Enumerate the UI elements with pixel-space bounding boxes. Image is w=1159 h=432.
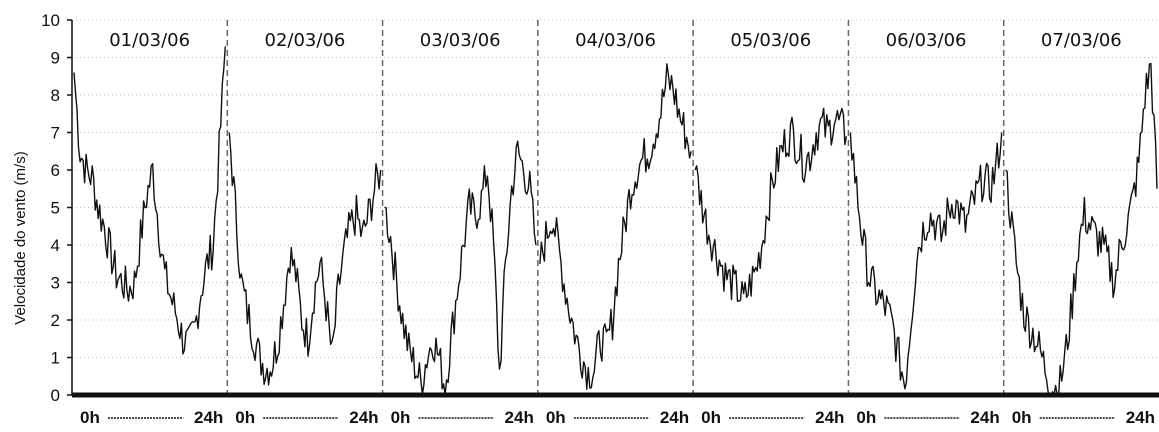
x-label-end-4: 24h — [660, 408, 689, 427]
x-label-start-7: 0h — [1012, 408, 1032, 427]
series-lines — [73, 46, 1158, 396]
y-tick-label-0: 0 — [51, 386, 60, 405]
axes — [67, 19, 1159, 398]
series-line-day-6 — [849, 132, 1003, 390]
series-line-day-1 — [73, 46, 226, 355]
x-label-start-2: 0h — [235, 408, 255, 427]
y-tick-label-9: 9 — [51, 49, 60, 68]
series-line-day-3 — [384, 140, 537, 396]
series-line-day-2 — [228, 132, 382, 386]
y-tick-label-6: 6 — [51, 161, 60, 180]
x-label-end-5: 24h — [815, 408, 844, 427]
y-tick-label-5: 5 — [51, 199, 60, 218]
x-label-end-3: 24h — [505, 408, 534, 427]
day-label-2: 02/03/06 — [265, 30, 346, 51]
x-label-end-7: 24h — [1126, 408, 1155, 427]
x-label-end-6: 24h — [970, 408, 999, 427]
series-line-day-5 — [694, 107, 848, 302]
series-line-day-4 — [539, 63, 692, 390]
y-tick-label-3: 3 — [51, 274, 60, 293]
day-label-5: 05/03/06 — [730, 30, 811, 51]
series-line-day-7 — [1005, 62, 1158, 396]
day-label-1: 01/03/06 — [109, 30, 190, 51]
x-label-start-1: 0h — [80, 408, 100, 427]
y-tick-label-10: 10 — [41, 11, 60, 30]
day-label-7: 07/03/06 — [1041, 30, 1122, 51]
x-label-start-6: 0h — [856, 408, 876, 427]
y-axis-title: Velocidade do vento (m/s) — [12, 151, 29, 324]
x-label-end-2: 24h — [349, 408, 378, 427]
day-label-4: 04/03/06 — [575, 30, 656, 51]
x-label-end-1: 24h — [194, 408, 223, 427]
day-separators — [226, 20, 1005, 395]
y-tick-label-8: 8 — [51, 86, 60, 105]
y-tick-label-2: 2 — [51, 311, 60, 330]
y-tick-label-1: 1 — [51, 349, 60, 368]
y-tick-label-4: 4 — [51, 236, 60, 255]
x-label-start-5: 0h — [701, 408, 721, 427]
y-tick-label-7: 7 — [51, 124, 60, 143]
labels: 0 1 2 3 4 5 6 7 8 9 10 01/03/06 0h 24h 02/03/06 0h 24h 03… — [41, 11, 1155, 427]
x-label-start-4: 0h — [546, 408, 566, 427]
x-label-start-3: 0h — [391, 408, 411, 427]
day-label-6: 06/03/06 — [886, 30, 967, 51]
day-label-3: 03/03/06 — [420, 30, 501, 51]
